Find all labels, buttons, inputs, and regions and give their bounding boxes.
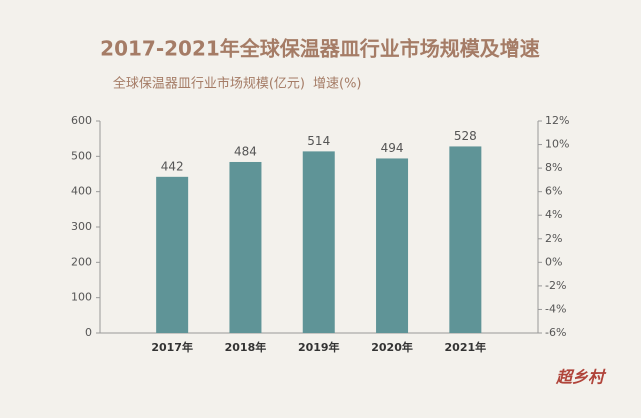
- data-label: 442: [161, 159, 184, 173]
- y2-tick-label: -4%: [545, 302, 566, 315]
- y2-tick-label: -2%: [545, 279, 566, 292]
- x-tick-label: 2019年: [298, 340, 340, 354]
- bar: [229, 161, 262, 333]
- y-tick-label: 100: [71, 291, 92, 304]
- y-tick-label: 600: [71, 114, 92, 127]
- x-tick-label: 2018年: [225, 340, 267, 354]
- y-tick-label: 200: [71, 255, 92, 268]
- data-label: 494: [381, 141, 404, 155]
- data-label: 484: [234, 144, 257, 158]
- y2-tick-label: 0%: [545, 255, 562, 268]
- bar: [156, 176, 189, 333]
- x-tick-label: 2021年: [445, 340, 487, 354]
- y2-tick-label: 4%: [545, 208, 562, 221]
- chart-title: 2017-2021年全球保温器皿行业市场规模及增速: [100, 37, 540, 61]
- x-tick-label: 2017年: [151, 340, 193, 354]
- y-tick-label: 300: [71, 220, 92, 233]
- y-tick-label: 400: [71, 185, 92, 198]
- legend-entry: 全球保温器皿行业市场规模(亿元): [113, 76, 305, 92]
- y-tick-label: 500: [71, 149, 92, 162]
- y2-tick-label: 10%: [545, 138, 569, 151]
- y2-tick-label: 2%: [545, 232, 562, 245]
- y2-tick-label: 6%: [545, 185, 562, 198]
- y2-tick-label: -6%: [545, 326, 566, 339]
- y2-tick-label: 8%: [545, 161, 562, 174]
- y-tick-label: 0: [85, 326, 92, 339]
- bar: [302, 151, 335, 333]
- data-label: 528: [454, 129, 477, 143]
- watermark: 超乡村: [555, 368, 607, 387]
- bar: [449, 146, 482, 333]
- bar: [376, 158, 409, 333]
- data-label: 514: [307, 134, 330, 148]
- x-tick-label: 2020年: [371, 340, 413, 354]
- y2-tick-label: 12%: [545, 114, 569, 127]
- legend-entry: 增速(%): [313, 77, 362, 92]
